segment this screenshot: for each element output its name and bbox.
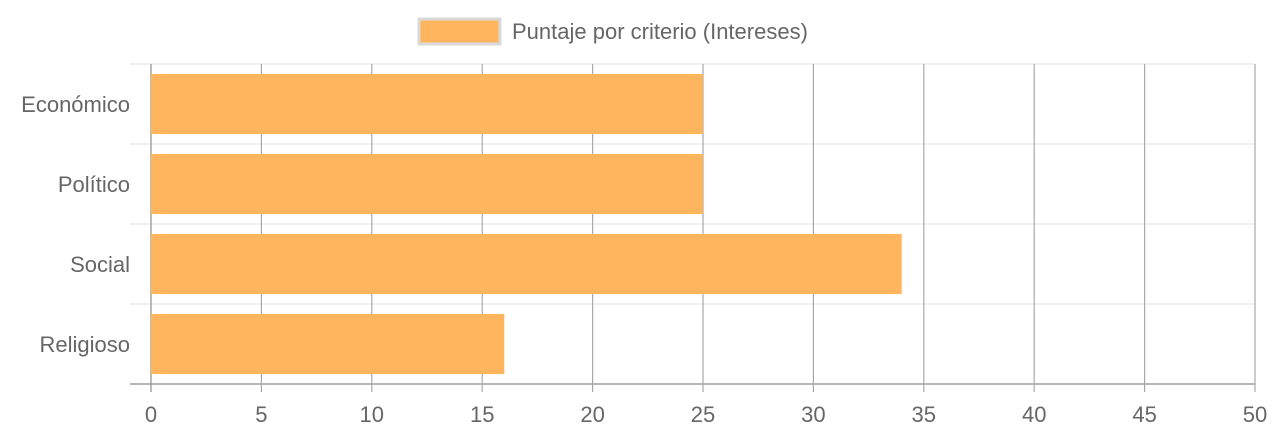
x-tick-label: 35: [912, 402, 936, 427]
legend-swatch: [417, 17, 502, 46]
bar[interactable]: [151, 314, 505, 374]
y-category-label: Social: [70, 252, 130, 277]
bar[interactable]: [151, 74, 703, 134]
x-tick-label: 45: [1132, 402, 1156, 427]
bar[interactable]: [151, 154, 703, 214]
x-tick-label: 20: [580, 402, 604, 427]
legend[interactable]: Puntaje por criterio (Intereses): [417, 17, 808, 46]
bars: [151, 74, 902, 374]
x-tick-label: 10: [360, 402, 384, 427]
x-tick-label: 25: [691, 402, 715, 427]
x-tick-label: 50: [1243, 402, 1267, 427]
x-tick-label: 40: [1022, 402, 1046, 427]
labels: 0 5 10 15 20 25 30 35 40 45 50 Económico Político Soc…: [21, 92, 1267, 427]
bar[interactable]: [151, 234, 902, 294]
y-category-label: Político: [58, 172, 130, 197]
x-tick-label: 0: [145, 402, 157, 427]
x-tick-label: 5: [255, 402, 267, 427]
y-category-label: Religioso: [40, 332, 131, 357]
legend-label: Puntaje por criterio (Intereses): [512, 19, 808, 44]
x-tick-label: 30: [801, 402, 825, 427]
x-tick-label: 15: [470, 402, 494, 427]
y-category-label: Económico: [21, 92, 130, 117]
